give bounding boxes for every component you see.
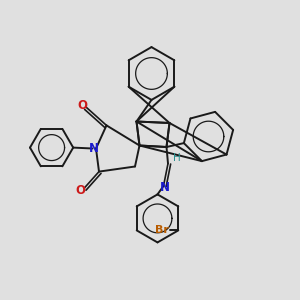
Text: H: H <box>172 153 180 163</box>
Text: N: N <box>88 142 99 155</box>
Text: O: O <box>78 99 88 112</box>
Text: O: O <box>75 184 85 197</box>
Text: N: N <box>160 181 170 194</box>
Text: Br: Br <box>155 225 169 236</box>
